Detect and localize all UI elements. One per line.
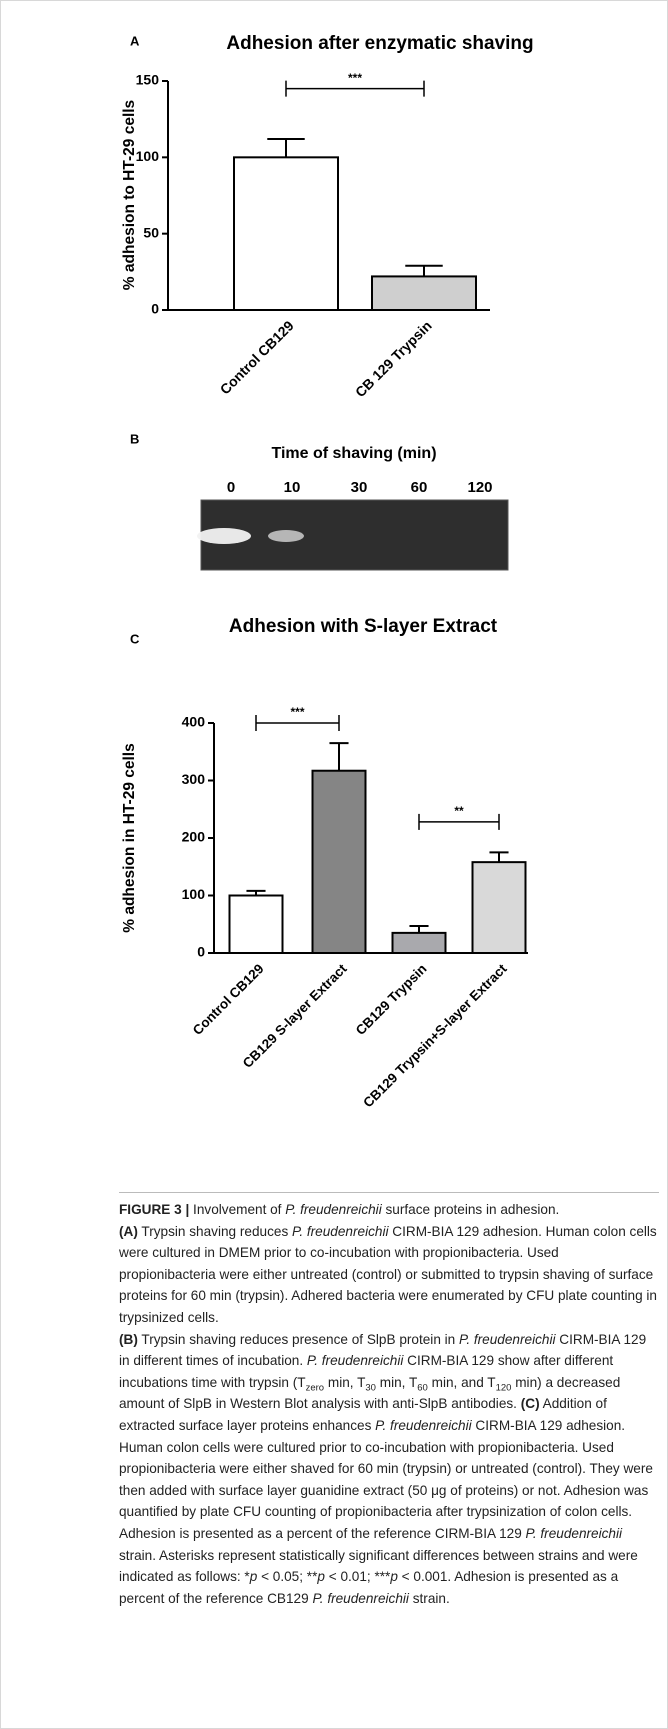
caption-text: P. freudenreichii [292, 1224, 388, 1239]
lane-label: 10 [284, 479, 301, 496]
y-axis-label: % adhesion in HT-29 cells [121, 743, 138, 933]
page: B Time of shaving (min) 0 10 30 60 120 A Adhes… [0, 0, 668, 1729]
y-tick-label: 400 [182, 714, 206, 730]
lane-label: 120 [467, 479, 492, 496]
caption-text: min, T [376, 1375, 417, 1390]
caption-text: < 0.05; ** [257, 1569, 317, 1584]
significance-label: *** [348, 71, 362, 85]
y-axis-label: % adhesion to HT-29 cells [121, 100, 138, 290]
caption-text: P. freudenreichii [459, 1332, 555, 1347]
y-tick-label: 50 [143, 224, 159, 240]
lane-label: 30 [351, 479, 368, 496]
caption-text: min, T [324, 1375, 365, 1390]
significance-label: *** [290, 705, 304, 719]
caption-text: strain. [409, 1591, 450, 1606]
x-tick-label: Control CB129 [190, 961, 267, 1038]
blot-band [268, 530, 304, 542]
caption-text: Involvement of [189, 1202, 285, 1217]
caption-paragraph: (B) Trypsin shaving reduces presence of … [119, 1329, 659, 1610]
y-tick-label: 100 [182, 886, 206, 902]
blot-band [197, 528, 251, 544]
x-tick-label: Control CB129 [217, 317, 297, 397]
caption-text: 60 [417, 1382, 428, 1393]
blot-title: Time of shaving (min) [271, 445, 436, 462]
caption-paragraph: FIGURE 3 | Involvement of P. freudenreic… [119, 1199, 659, 1221]
bar [230, 896, 283, 954]
bar [313, 771, 366, 953]
y-tick-label: 0 [197, 944, 205, 960]
bar [473, 862, 526, 953]
panel-label: B [130, 431, 139, 446]
caption-text: (A) [119, 1224, 138, 1239]
caption-text: 120 [496, 1382, 512, 1393]
chart-title: Adhesion with S-layer Extract [229, 616, 498, 637]
x-tick-label: CB129 Trypsin+S-layer Extract [360, 961, 510, 1111]
x-tick-label: CB 129 Trypsin [352, 317, 435, 400]
bar [234, 157, 338, 310]
y-tick-label: 100 [136, 148, 160, 164]
lane-label: 60 [411, 479, 428, 496]
bar [393, 933, 446, 953]
caption-text: P. freudenreichii [375, 1418, 471, 1433]
caption-text: P. freudenreichii [285, 1202, 381, 1217]
caption-text: p [317, 1569, 325, 1584]
x-tick-label: CB129 Trypsin [353, 961, 430, 1038]
caption-text: min, and T [428, 1375, 496, 1390]
figure: B Time of shaving (min) 0 10 30 60 120 A Adhes… [0, 0, 668, 1190]
panel-label: C [130, 631, 140, 646]
bar [372, 276, 476, 310]
caption-text: < 0.01; *** [325, 1569, 390, 1584]
y-tick-label: 150 [136, 72, 160, 88]
lane-label: 0 [227, 479, 235, 496]
western-blot [197, 500, 508, 570]
caption-paragraph: (A) Trypsin shaving reduces P. freudenre… [119, 1221, 659, 1329]
caption-text: surface proteins in adhesion. [382, 1202, 560, 1217]
caption-text: CIRM-BIA 129 adhesion. Human colon cells… [119, 1418, 653, 1541]
caption-text: FIGURE 3 | [119, 1202, 189, 1217]
caption-text: P. freudenreichii [307, 1353, 403, 1368]
caption-text: (B) [119, 1332, 138, 1347]
panel-label: A [130, 33, 140, 48]
y-tick-label: 200 [182, 829, 206, 845]
caption-text: Trypsin shaving reduces [138, 1224, 292, 1239]
caption-text: P. freudenreichii [312, 1591, 408, 1606]
figure-caption: FIGURE 3 | Involvement of P. freudenreic… [119, 1192, 659, 1609]
caption-text: (C) [521, 1396, 540, 1411]
y-tick-label: 0 [151, 301, 159, 317]
caption-text: p [390, 1569, 398, 1584]
significance-label: ** [454, 804, 464, 818]
chart-title: Adhesion after enzymatic shaving [226, 33, 533, 54]
caption-text: P. freudenreichii [526, 1526, 622, 1541]
caption-text: 30 [365, 1382, 376, 1393]
y-tick-label: 300 [182, 771, 206, 787]
caption-text: Trypsin shaving reduces presence of SlpB… [138, 1332, 459, 1347]
caption-text: zero [306, 1382, 324, 1393]
